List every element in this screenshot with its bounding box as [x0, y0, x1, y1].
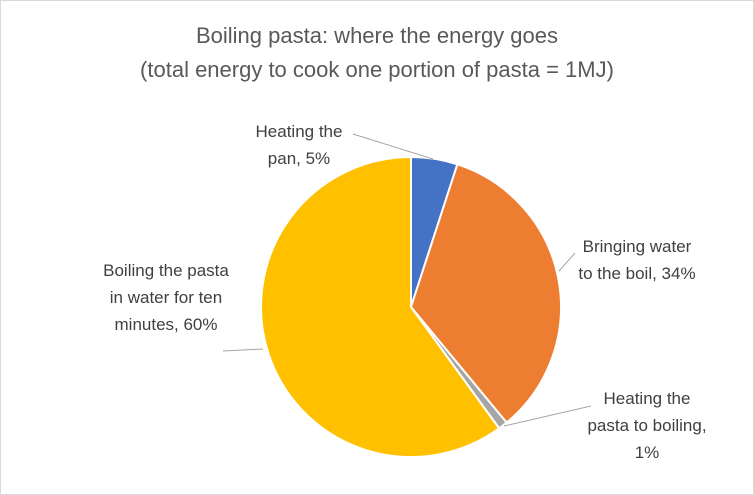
leader-line — [222, 348, 264, 352]
leader-line — [558, 252, 576, 272]
data-label: Bringing water to the boil, 34% — [578, 237, 696, 283]
pie-slice — [260, 155, 501, 458]
data-label: Boiling the pasta in water for ten minut… — [103, 261, 229, 334]
pie-slice — [409, 163, 562, 424]
leader-line — [503, 405, 592, 427]
chart-subtitle: (total energy to cook one portion of pas… — [140, 57, 614, 82]
data-label: Heating the pan, 5% — [255, 122, 343, 168]
leader-line — [352, 133, 434, 160]
data-label: Heating the pasta to boiling, 1% — [587, 389, 707, 462]
chart-title: Boiling pasta: where the energy goes — [195, 23, 558, 48]
